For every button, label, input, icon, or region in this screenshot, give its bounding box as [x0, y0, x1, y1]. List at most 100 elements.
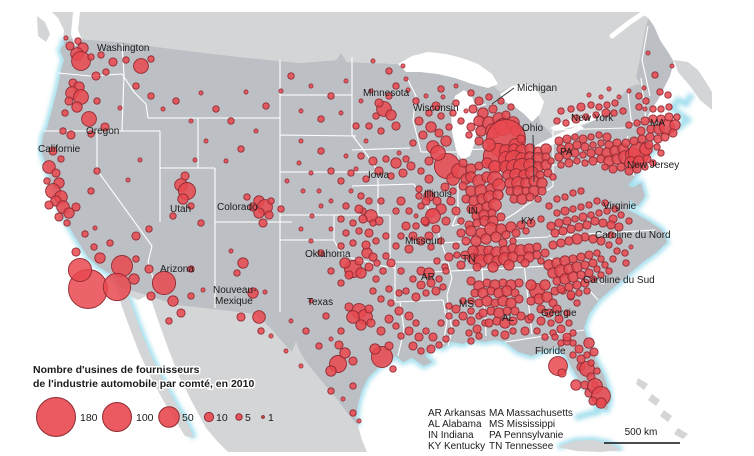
county-bubble: [401, 221, 411, 231]
county-bubble: [308, 83, 314, 89]
county-bubble: [576, 102, 586, 112]
county-bubble: [169, 212, 177, 220]
county-bubble: [325, 365, 337, 377]
county-bubble: [593, 367, 601, 375]
state-label: Minnesota: [363, 88, 410, 99]
state-label: Nouveau-: [213, 285, 256, 296]
county-bubble: [417, 167, 425, 175]
county-bubble: [622, 259, 630, 267]
county-bubble: [424, 174, 434, 184]
county-bubble: [102, 68, 110, 76]
county-bubble: [262, 289, 268, 295]
county-bubble: [445, 312, 453, 320]
county-bubble: [236, 312, 246, 322]
county-bubble: [589, 141, 597, 149]
county-bubble: [357, 192, 365, 200]
county-bubble: [490, 231, 502, 243]
county-bubble: [71, 247, 81, 257]
county-bubble: [586, 92, 592, 98]
county-bubble: [481, 295, 493, 307]
county-bubble: [437, 112, 445, 120]
legend-title-line1: Nombre d'usines de fournisseurs: [33, 364, 200, 376]
county-bubble: [404, 311, 414, 321]
county-bubble: [87, 130, 95, 138]
county-bubble: [342, 229, 350, 237]
state-label: Floride: [535, 346, 566, 357]
county-bubble: [619, 107, 627, 115]
county-bubble: [606, 220, 616, 230]
county-bubble: [636, 126, 646, 136]
county-bubble: [484, 318, 494, 328]
state-label: Texas: [307, 297, 333, 308]
county-bubble: [349, 382, 357, 390]
county-bubble: [507, 103, 515, 111]
county-bubble: [71, 202, 81, 212]
county-bubble: [611, 205, 619, 213]
county-bubble: [368, 156, 378, 166]
county-bubble: [466, 316, 476, 326]
scale-bar-label: 500 km: [625, 427, 658, 438]
county-bubble: [373, 259, 381, 267]
county-bubble: [228, 248, 234, 254]
county-bubble: [590, 216, 600, 226]
county-bubble: [358, 214, 368, 224]
county-bubble: [198, 90, 204, 96]
county-bubble: [416, 236, 426, 246]
county-bubble: [642, 97, 650, 105]
county-bubble: [465, 225, 477, 237]
county-bubble: [90, 243, 98, 251]
county-bubble: [394, 306, 404, 316]
county-bubble: [402, 155, 410, 163]
state-label: KY: [521, 216, 535, 227]
label-leader-line: [491, 87, 515, 105]
county-bubble: [558, 226, 568, 236]
county-bubble: [253, 128, 259, 134]
county-bubble: [405, 207, 413, 215]
county-bubble: [400, 63, 406, 69]
county-bubble: [607, 231, 615, 239]
county-bubble: [569, 189, 577, 197]
county-bubble: [426, 278, 436, 288]
county-bubble: [485, 93, 493, 101]
county-bubble: [595, 103, 603, 111]
county-bubble: [397, 332, 405, 340]
county-bubble: [433, 257, 441, 265]
county-bubble: [408, 341, 418, 351]
county-bubble: [581, 159, 589, 167]
county-bubble: [660, 132, 670, 142]
county-bubble: [237, 145, 245, 153]
state-label: Géorgie: [541, 308, 577, 319]
county-bubble: [566, 290, 576, 300]
county-bubble: [417, 202, 425, 210]
county-bubble: [404, 326, 414, 336]
county-bubble: [187, 292, 195, 300]
county-bubble: [390, 157, 402, 169]
scale-bar: 500 km: [604, 427, 680, 444]
county-bubble: [553, 209, 561, 217]
county-bubble: [470, 235, 482, 247]
county-bubble: [595, 397, 607, 409]
county-bubble: [91, 71, 101, 81]
county-bubble: [640, 116, 650, 126]
county-bubble: [298, 108, 304, 114]
state-label: Iowa: [368, 170, 390, 181]
county-bubble: [257, 327, 265, 335]
county-bubble: [592, 111, 600, 119]
county-bubble: [392, 207, 400, 215]
state-label: AR: [421, 272, 435, 283]
county-bubble: [444, 252, 454, 262]
county-bubble: [368, 88, 374, 94]
county-bubble: [665, 103, 673, 111]
county-bubble: [379, 267, 387, 275]
county-bubble: [369, 343, 381, 355]
county-bubble: [172, 97, 180, 105]
county-bubble: [339, 347, 351, 359]
legend-title-line2: de l'industrie automobile par comté, en …: [33, 378, 254, 390]
county-bubble: [461, 236, 471, 246]
abbreviation-entry: KY Kentucky: [428, 441, 485, 452]
county-bubble: [641, 85, 647, 91]
county-bubble: [355, 227, 363, 235]
county-bubble: [197, 219, 205, 227]
county-bubble: [63, 219, 71, 227]
county-bubble: [501, 230, 511, 240]
